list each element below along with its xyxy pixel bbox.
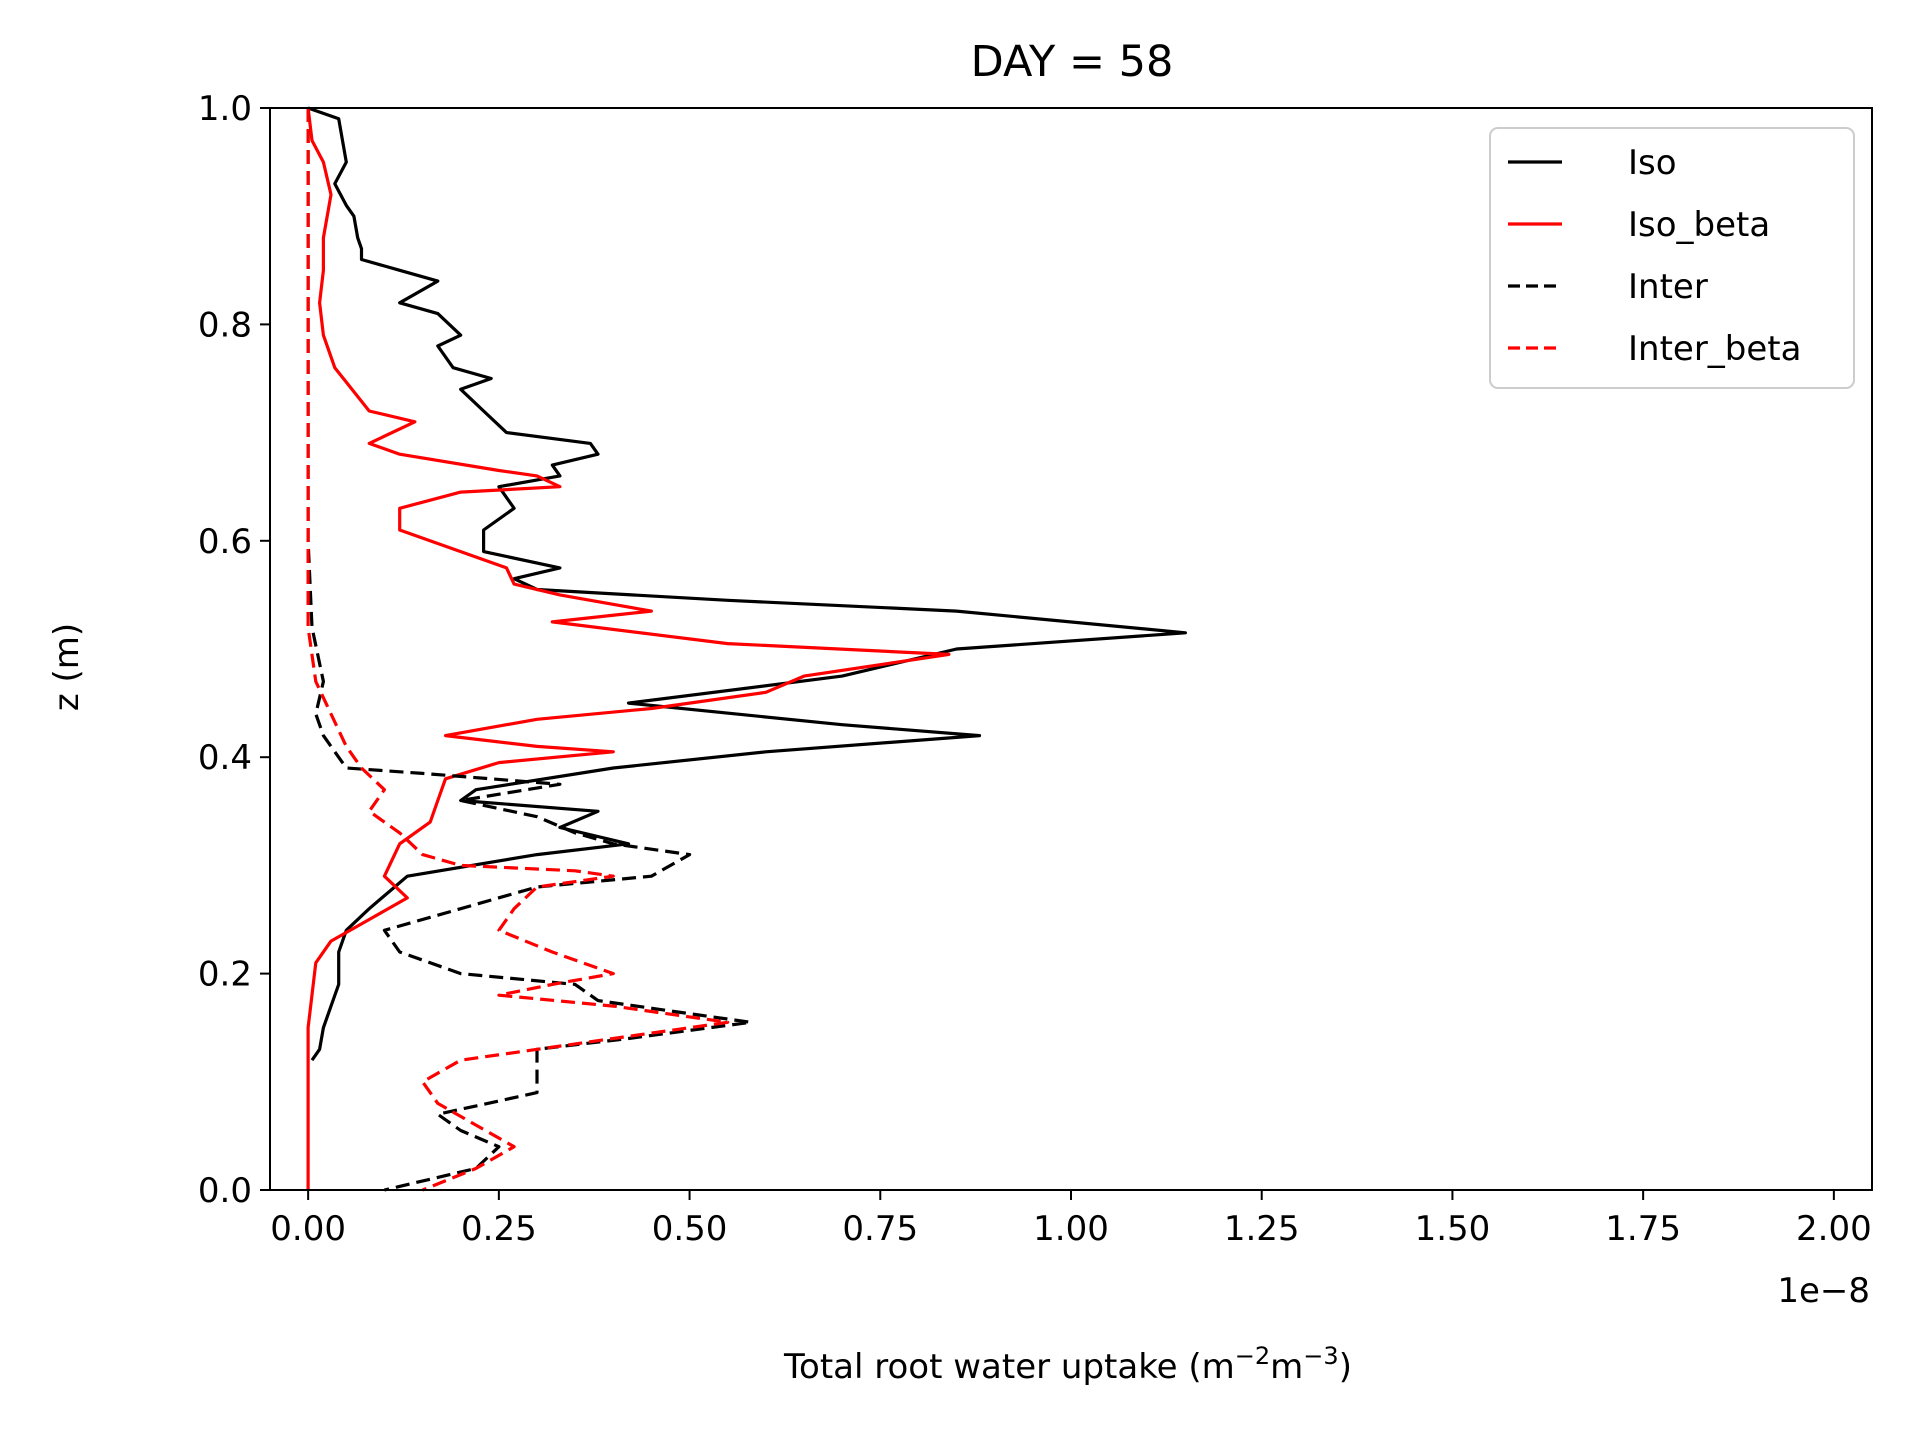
legend-label-iso-beta: Iso_beta [1628, 205, 1770, 245]
x-axis-label: Total root water uptake (m−2m−3) [783, 1342, 1352, 1387]
x-axis-label-sup2: −3 [1303, 1342, 1338, 1370]
x-axis-label-sup1: −2 [1235, 1342, 1270, 1370]
series-line-iso-beta [306, 107, 951, 1190]
x-tick-label: 2.00 [1796, 1209, 1872, 1249]
legend-label-inter: Inter [1628, 267, 1708, 307]
x-axis-ticks: 0.00 0.25 0.50 0.75 1.00 1.25 1.50 1.75 2.00 [270, 1190, 1872, 1249]
legend: Iso Iso_beta Inter Inter_beta [1489, 127, 1855, 389]
y-tick-label: 1.0 [198, 89, 252, 129]
legend-label-inter-beta: Inter_beta [1628, 329, 1801, 369]
x-tick-label: 0.75 [842, 1209, 918, 1249]
x-tick-label: 1.50 [1415, 1209, 1491, 1249]
x-axis-offset-label: 1e−8 [1777, 1271, 1870, 1311]
series-line-inter [306, 108, 753, 1192]
series-line-inter-beta [306, 108, 730, 1192]
y-axis-label: z (m) [47, 623, 87, 711]
chart-title: DAY = 58 [971, 37, 1174, 87]
x-tick-label: 1.25 [1224, 1209, 1300, 1249]
y-tick-label: 0.2 [198, 955, 252, 995]
y-tick-label: 0.8 [198, 305, 252, 345]
x-axis-label-end: ) [1339, 1347, 1352, 1387]
legend-items: Iso Iso_beta Inter Inter_beta [1508, 143, 1801, 369]
y-tick-label: 0.6 [198, 522, 252, 562]
legend-label-iso: Iso [1628, 143, 1677, 183]
x-tick-label: 0.50 [652, 1209, 728, 1249]
x-tick-label: 0.00 [270, 1209, 346, 1249]
y-tick-label: 0.4 [198, 738, 252, 778]
x-tick-label: 0.25 [461, 1209, 537, 1249]
series-layer [306, 106, 1188, 1192]
x-tick-label: 1.00 [1033, 1209, 1109, 1249]
legend-box [1489, 127, 1855, 389]
series-line-iso [307, 106, 1188, 1062]
x-axis-label-mid: m [1270, 1347, 1303, 1387]
y-tick-label: 0.0 [198, 1171, 252, 1211]
x-tick-label: 1.75 [1605, 1209, 1681, 1249]
x-axis-label-main: Total root water uptake (m [783, 1347, 1235, 1387]
y-axis-ticks: 0.0 0.2 0.4 0.6 0.8 1.0 [198, 89, 270, 1211]
